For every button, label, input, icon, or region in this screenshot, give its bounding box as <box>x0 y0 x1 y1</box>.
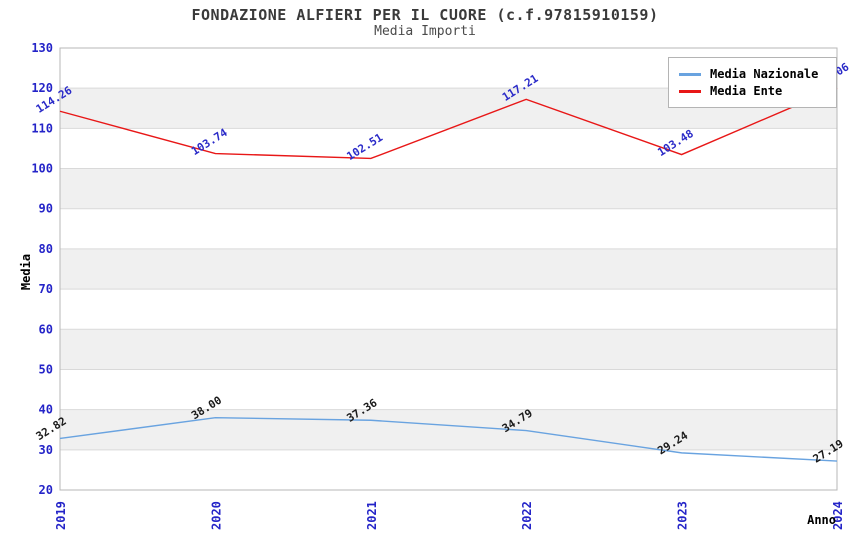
chart-subtitle: Media Importi <box>374 24 476 39</box>
legend-row-media-nazionale: Media Nazionale <box>679 66 836 82</box>
svg-text:2021: 2021 <box>365 501 379 530</box>
svg-text:103.48: 103.48 <box>655 127 696 159</box>
svg-text:90: 90 <box>39 202 53 216</box>
svg-text:40: 40 <box>39 403 53 417</box>
svg-text:110: 110 <box>31 121 53 135</box>
legend-row-media-ente: Media Ente <box>679 83 836 99</box>
svg-text:100: 100 <box>31 162 53 176</box>
svg-text:2024: 2024 <box>831 501 845 530</box>
x-axis-title: Anno <box>807 513 836 527</box>
svg-text:2023: 2023 <box>676 501 690 530</box>
svg-text:20: 20 <box>39 483 53 497</box>
legend-label-media-ente: Media Ente <box>710 84 783 98</box>
legend: Media Nazionale Media Ente <box>668 57 837 108</box>
svg-text:50: 50 <box>39 362 53 376</box>
svg-text:2022: 2022 <box>520 501 534 530</box>
svg-text:120: 120 <box>31 81 53 95</box>
svg-text:30: 30 <box>39 443 53 457</box>
svg-text:70: 70 <box>39 282 53 296</box>
svg-text:2019: 2019 <box>54 501 68 530</box>
legend-label-media-nazionale: Media Nazionale <box>710 67 819 81</box>
svg-text:2020: 2020 <box>209 501 223 530</box>
svg-text:130: 130 <box>31 41 53 55</box>
svg-text:60: 60 <box>39 322 53 336</box>
legend-line-swatch-nazionale-icon <box>679 72 701 76</box>
svg-text:80: 80 <box>39 242 53 256</box>
y-axis-title: Media <box>19 253 33 291</box>
chart-title: FONDAZIONE ALFIERI PER IL CUORE (c.f.978… <box>191 6 659 24</box>
legend-line-swatch-ente-icon <box>679 89 701 93</box>
